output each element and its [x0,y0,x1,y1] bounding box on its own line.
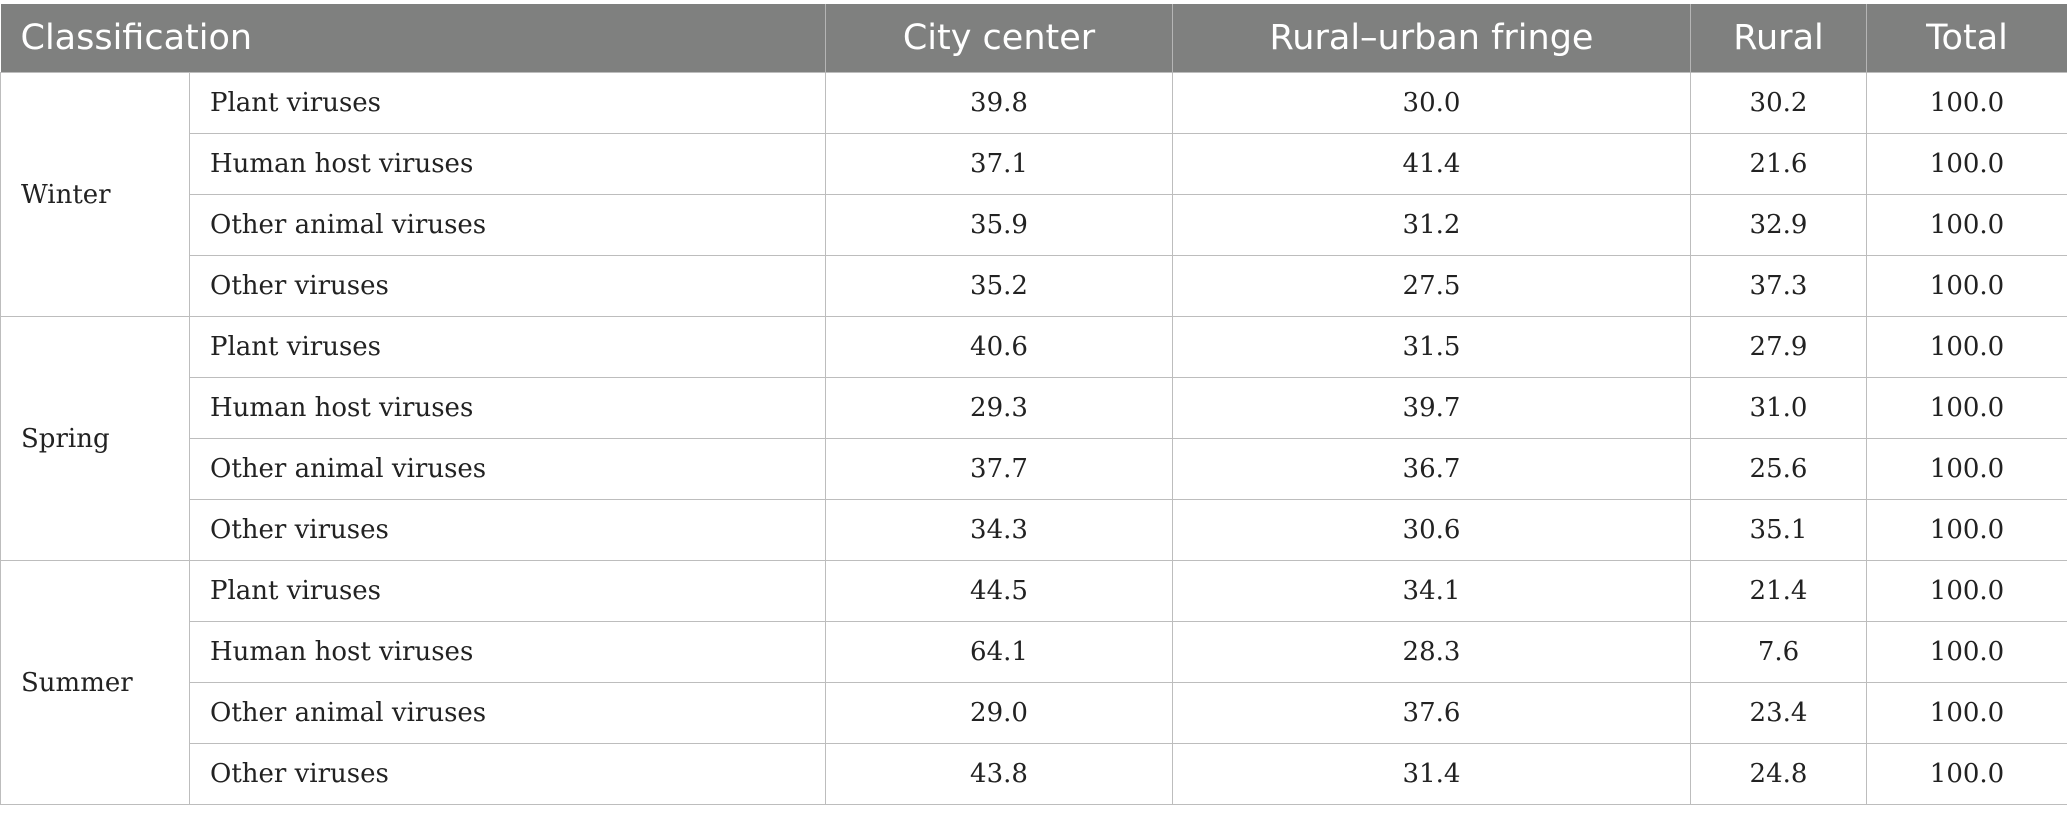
value-total: 100.0 [1866,316,2067,378]
value-city-center: 37.7 [825,438,1173,500]
value-city-center: 43.8 [825,743,1173,805]
virus-category: Plant viruses [189,72,826,134]
value-rural-urban-fringe: 31.2 [1172,194,1691,256]
table-row: Other animal viruses 37.7 36.7 25.6 100.0 [1,438,2067,500]
value-total: 100.0 [1866,621,2067,683]
value-rural-urban-fringe: 34.1 [1172,560,1691,622]
value-rural: 31.0 [1690,377,1867,439]
header-total: Total [1866,4,2067,73]
value-rural-urban-fringe: 37.6 [1172,682,1691,744]
table-row: Winter Plant viruses 39.8 30.0 30.2 100.0 [0,72,2067,317]
table-row: Other animal viruses 35.9 31.2 32.9 100.0 [1,194,2067,256]
virus-category: Other viruses [189,499,826,561]
value-rural: 7.6 [1690,621,1867,683]
value-rural: 37.3 [1690,255,1867,317]
value-city-center: 35.9 [825,194,1173,256]
value-rural: 21.6 [1690,133,1867,195]
value-total: 100.0 [1866,499,2067,561]
virus-category: Plant viruses [189,316,826,378]
table-row: Other animal viruses 29.0 37.6 23.4 100.0 [1,682,2067,744]
table-row: Summer Plant viruses 44.5 34.1 21.4 100.0 [0,560,2067,805]
value-rural: 27.9 [1690,316,1867,378]
value-city-center: 29.3 [825,377,1173,439]
table-row: Human host viruses 37.1 41.4 21.6 100.0 [1,133,2067,195]
value-rural-urban-fringe: 30.6 [1172,499,1691,561]
value-rural: 35.1 [1690,499,1867,561]
table-row: Other viruses 43.8 31.4 24.8 100.0 [1,743,2067,805]
header-rural: Rural [1690,4,1867,73]
virus-classification-table: Classification City center Rural–urban f… [0,4,2067,805]
season-label: Winter [0,72,190,317]
value-rural-urban-fringe: 31.5 [1172,316,1691,378]
value-rural: 23.4 [1690,682,1867,744]
table-row: Other viruses 35.2 27.5 37.3 100.0 [1,255,2067,317]
value-total: 100.0 [1866,255,2067,317]
value-city-center: 29.0 [825,682,1173,744]
value-rural-urban-fringe: 39.7 [1172,377,1691,439]
value-city-center: 64.1 [825,621,1173,683]
virus-category: Other animal viruses [189,682,826,744]
table-row: Human host viruses 29.3 39.7 31.0 100.0 [1,377,2067,439]
value-rural-urban-fringe: 28.3 [1172,621,1691,683]
virus-category: Other viruses [189,743,826,805]
virus-category: Other animal viruses [189,194,826,256]
table-row: Spring Plant viruses 40.6 31.5 27.9 100.0 [0,316,2067,561]
value-total: 100.0 [1866,133,2067,195]
value-rural-urban-fringe: 36.7 [1172,438,1691,500]
value-rural-urban-fringe: 31.4 [1172,743,1691,805]
value-city-center: 35.2 [825,255,1173,317]
value-total: 100.0 [1866,72,2067,134]
value-rural-urban-fringe: 30.0 [1172,72,1691,134]
value-total: 100.0 [1866,743,2067,805]
virus-category: Plant viruses [189,560,826,622]
season-label: Summer [0,560,190,805]
value-rural: 24.8 [1690,743,1867,805]
value-city-center: 40.6 [825,316,1173,378]
value-total: 100.0 [1866,194,2067,256]
table-row: Other viruses 34.3 30.6 35.1 100.0 [1,499,2067,561]
value-total: 100.0 [1866,560,2067,622]
virus-category: Human host viruses [189,621,826,683]
virus-category: Other animal viruses [189,438,826,500]
value-total: 100.0 [1866,682,2067,744]
value-rural: 32.9 [1690,194,1867,256]
table-row: Human host viruses 64.1 28.3 7.6 100.0 [1,621,2067,683]
value-total: 100.0 [1866,438,2067,500]
table-header: Classification City center Rural–urban f… [0,4,2067,73]
value-city-center: 34.3 [825,499,1173,561]
header-rural-urban-fringe: Rural–urban fringe [1172,4,1691,73]
value-total: 100.0 [1866,377,2067,439]
value-rural-urban-fringe: 41.4 [1172,133,1691,195]
value-city-center: 39.8 [825,72,1173,134]
header-row: Classification City center Rural–urban f… [0,4,2067,73]
virus-category: Human host viruses [189,377,826,439]
season-label: Spring [0,316,190,561]
value-rural: 25.6 [1690,438,1867,500]
header-city-center: City center [825,4,1173,73]
table-body: Winter Plant viruses 39.8 30.0 30.2 100.0 Huma… [0,72,2067,805]
virus-category: Other viruses [189,255,826,317]
value-rural: 21.4 [1690,560,1867,622]
header-classification: Classification [0,4,826,73]
value-rural-urban-fringe: 27.5 [1172,255,1691,317]
value-city-center: 44.5 [825,560,1173,622]
value-city-center: 37.1 [825,133,1173,195]
value-rural: 30.2 [1690,72,1867,134]
virus-category: Human host viruses [189,133,826,195]
